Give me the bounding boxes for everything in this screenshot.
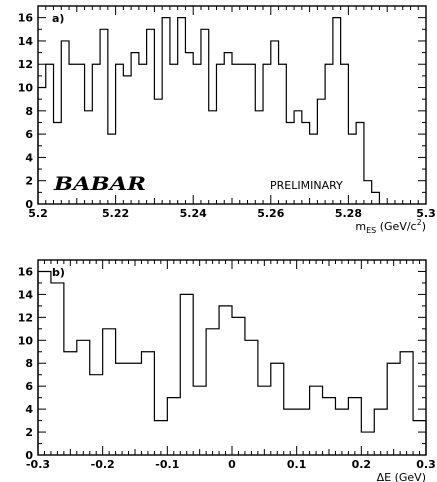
preliminary-annotation: PRELIMINARY <box>270 179 343 192</box>
x-tick-label: 0.3 <box>416 458 436 471</box>
y-tick-label: 10 <box>18 334 34 347</box>
x-tick-label: 0.2 <box>352 458 372 471</box>
x-tick-label: 5.22 <box>102 207 129 220</box>
histogram-outline <box>37 270 427 455</box>
y-tick-label: 6 <box>25 128 33 141</box>
y-tick-label: 2 <box>25 175 33 188</box>
x-tick-label: 5.24 <box>180 207 207 220</box>
x-axis-label: mES (GeV/c2) <box>355 218 426 235</box>
x-axis-label-main: m <box>355 220 366 233</box>
babar-logo: BABAR <box>53 173 146 195</box>
y-tick-label: 12 <box>18 58 33 71</box>
x-axis-label-subscript: ES <box>366 226 376 235</box>
histogram-outline <box>37 17 381 204</box>
x-axis-label-unit: (GeV/c <box>376 220 416 233</box>
panel-label: b) <box>52 266 65 279</box>
x-tick-label: 5.28 <box>335 207 362 220</box>
y-tick-label: 4 <box>25 403 33 416</box>
x-tick-label: 5.2 <box>28 207 48 220</box>
y-tick-label: 8 <box>25 357 33 370</box>
x-tick-label: -0.3 <box>26 458 50 471</box>
y-tick-label: 14 <box>18 288 34 301</box>
x-tick-label: 0 <box>228 458 236 471</box>
y-tick-label: 10 <box>18 82 34 95</box>
x-tick-label: 5.26 <box>257 207 284 220</box>
panel-label: a) <box>52 12 64 25</box>
y-tick-label: 16 <box>18 12 34 25</box>
y-tick-label: 14 <box>18 35 34 48</box>
x-tick-label: 5.3 <box>416 207 436 220</box>
histogram-panel-a: 0 2 4 6 8 10 12 14 16 5.2 5.22 5.24 5.26 5.28 5.3 a) mES… <box>18 5 436 235</box>
y-tick-label: 0 <box>25 198 33 211</box>
x-axis-label: ΔE (GeV) <box>377 471 426 482</box>
x-tick-label: -0.1 <box>155 458 179 471</box>
x-tick-label: 0.1 <box>287 458 307 471</box>
y-tick-label: 2 <box>25 426 33 439</box>
y-tick-label: 16 <box>18 265 34 278</box>
y-tick-label: 12 <box>18 311 33 324</box>
x-axis-label-close: ) <box>422 220 426 233</box>
x-axis-label-superscript: 2 <box>417 218 422 227</box>
y-tick-label: 0 <box>25 449 33 462</box>
x-tick-label: -0.2 <box>91 458 115 471</box>
y-tick-label: 4 <box>25 151 33 164</box>
x-axis-label-main: ΔE (GeV) <box>377 471 426 482</box>
y-tick-label: 8 <box>25 105 33 118</box>
y-tick-label: 6 <box>25 380 33 393</box>
histogram-panel-b: 0 2 4 6 8 10 12 14 16 -0.3 -0.2 -0.1 0 0.1 0.2 0.3 b) ΔE … <box>18 259 436 482</box>
plot-frame <box>37 259 427 456</box>
